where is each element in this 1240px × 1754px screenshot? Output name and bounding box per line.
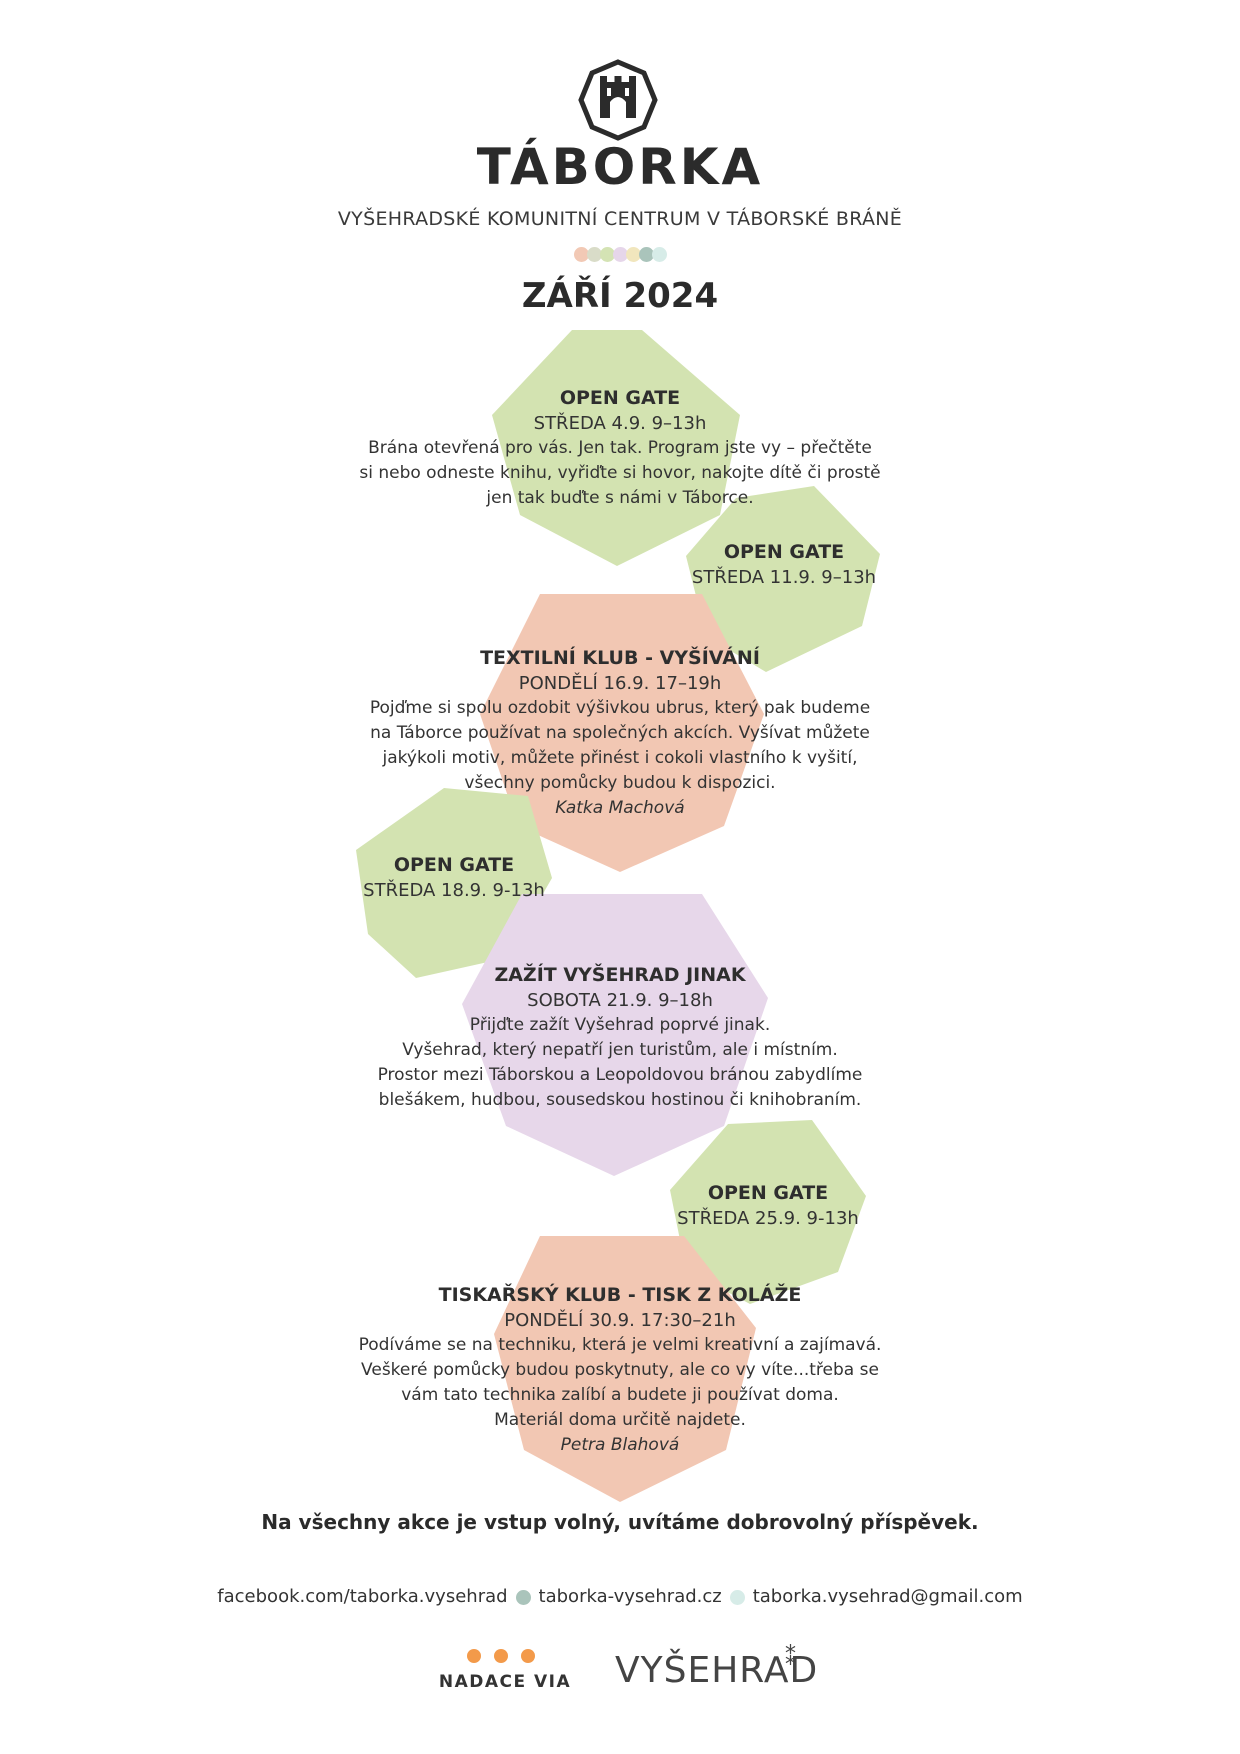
color-dot <box>625 247 641 262</box>
event-date: STŘEDA 25.9. 9-13h <box>677 1208 859 1229</box>
separator-dot <box>729 1589 745 1605</box>
event-open-gate-18-9: OPEN GATE STŘEDA 18.9. 9-13h <box>356 853 552 903</box>
castle-gate-icon <box>578 59 658 141</box>
event-desc-line: Prostor mezi Táborskou a Leopoldovou brá… <box>377 1065 863 1085</box>
event-open-gate-11-9: OPEN GATE STŘEDA 11.9. 9–13h <box>684 540 884 590</box>
nadace-via-logo: NADACE VIA <box>438 1672 572 1692</box>
color-dot <box>599 247 615 262</box>
event-author: Petra Blahová <box>560 1435 680 1455</box>
event-title: ZAŽÍT VYŠEHRAD JINAK <box>494 964 746 986</box>
contacts-row: facebook.com/taborka.vysehrad taborka-vys… <box>0 1586 1240 1607</box>
brand-subtitle: VYŠEHRADSKÉ KOMUNITNÍ CENTRUM V TÁBORSKÉ… <box>337 208 903 230</box>
shape-peach-2 <box>494 1236 756 1502</box>
nadace-via-logo-dots <box>467 1648 548 1667</box>
heptagon <box>480 594 764 872</box>
event-textile-club: TEXTILNÍ KLUB - VYŠÍVÁNÍ PONDĚLÍ 16.9. 1… <box>340 646 900 821</box>
event-date: STŘEDA 18.9. 9-13h <box>363 880 545 901</box>
color-dot <box>586 247 602 262</box>
heptagon <box>670 1120 866 1304</box>
via-dot <box>494 1649 508 1663</box>
color-dot <box>638 247 654 262</box>
event-date: STŘEDA 4.9. 9–13h <box>533 413 707 434</box>
heptagon <box>686 486 880 672</box>
event-vysehrad-jinak: ZAŽÍT VYŠEHRAD JINAK SOBOTA 21.9. 9–18h … <box>340 963 900 1113</box>
month-title: ZÁŘÍ 2024 <box>521 276 719 316</box>
event-title: OPEN GATE <box>707 1182 829 1204</box>
event-desc-line: všechny pomůcky budou k dispozici. <box>464 773 776 793</box>
color-dots <box>0 244 1240 264</box>
event-desc-line: Pojďme si spolu ozdobit výšivkou ubrus, … <box>369 698 871 718</box>
event-title: OPEN GATE <box>393 854 515 876</box>
event-desc-line: jakýkoli motiv, můžete přinést i cokoli … <box>382 748 858 768</box>
event-desc-line: jen tak buďte s námi v Táborce. <box>486 488 754 508</box>
event-date: PONDĚLÍ 16.9. 17–19h <box>518 673 722 694</box>
shape-green-4 <box>670 1120 866 1304</box>
event-date: SOBOTA 21.9. 9–18h <box>527 990 713 1011</box>
via-dot <box>467 1649 481 1663</box>
heptagon <box>492 330 740 566</box>
email-link[interactable]: taborka.vysehrad@gmail.com <box>752 1586 1023 1607</box>
website-link[interactable]: taborka-vysehrad.cz <box>538 1586 722 1607</box>
event-desc-line: vám tato technika zalíbí a budete ji pou… <box>401 1385 839 1405</box>
heptagon <box>494 1236 756 1502</box>
event-desc-line: na Táborce používat na společných akcích… <box>370 723 870 743</box>
event-title: OPEN GATE <box>723 541 845 563</box>
color-dot <box>651 247 667 262</box>
event-open-gate-4-9: OPEN GATE STŘEDA 4.9. 9–13h Brána otevře… <box>340 386 900 511</box>
event-desc-line: Brána otevřená pro vás. Jen tak. Program… <box>368 438 872 458</box>
shape-green-2 <box>686 486 880 672</box>
via-dot <box>521 1649 535 1663</box>
event-author: Katka Machová <box>555 798 685 818</box>
event-print-club: TISKAŘSKÝ KLUB - TISK Z KOLÁŽE PONDĚLÍ 3… <box>340 1283 900 1458</box>
color-dot <box>573 247 589 262</box>
free-entry-note: Na všechny akce je vstup volný, uvítáme … <box>261 1510 979 1534</box>
event-desc-line: Přijďte zažít Vyšehrad poprvé jinak. <box>469 1015 771 1035</box>
event-desc-line: Vyšehrad, který nepatří jen turistům, al… <box>402 1040 838 1060</box>
separator-dot <box>515 1589 531 1605</box>
shape-lilac <box>462 894 768 1176</box>
event-open-gate-25-9: OPEN GATE STŘEDA 25.9. 9-13h <box>668 1181 868 1231</box>
brand-title: TÁBORKA <box>476 138 764 196</box>
event-date: STŘEDA 11.9. 9–13h <box>691 567 877 588</box>
event-title: TISKAŘSKÝ KLUB - TISK Z KOLÁŽE <box>438 1284 802 1306</box>
event-desc-line: Materiál doma určitě najdete. <box>494 1410 746 1430</box>
vysehrad-star-icon: ⁑ <box>785 1646 796 1671</box>
event-desc-line: Podíváme se na techniku, která je velmi … <box>358 1335 882 1355</box>
vysehrad-logo: VYŠEHRAD <box>615 1650 819 1691</box>
event-title: TEXTILNÍ KLUB - VYŠÍVÁNÍ <box>480 647 760 669</box>
color-dot <box>612 247 628 262</box>
event-desc-line: si nebo odneste knihu, vyřiďte si hovor,… <box>359 463 881 483</box>
event-desc-line: blešákem, hudbou, sousedskou hostinou či… <box>378 1090 862 1110</box>
facebook-link[interactable]: facebook.com/taborka.vysehrad <box>217 1586 508 1607</box>
shape-peach-1 <box>480 594 764 872</box>
shape-green-1 <box>492 330 740 566</box>
event-date: PONDĚLÍ 30.9. 17:30–21h <box>504 1310 736 1331</box>
event-title: OPEN GATE <box>559 387 681 409</box>
heptagon <box>462 894 768 1176</box>
event-desc-line: Veškeré pomůcky budou poskytnuty, ale co… <box>361 1360 879 1380</box>
